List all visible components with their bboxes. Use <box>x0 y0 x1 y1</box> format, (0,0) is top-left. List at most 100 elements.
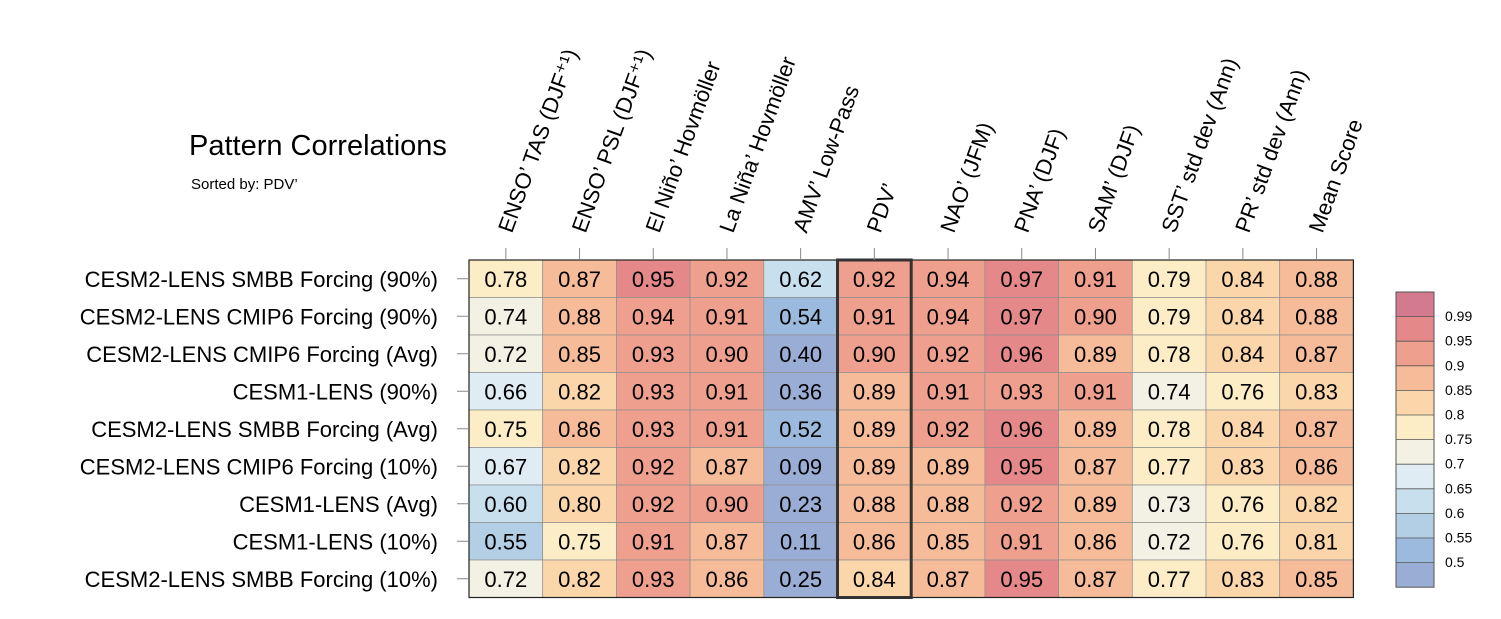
cell-value-label: 0.87 <box>706 454 749 479</box>
cell-value-label: 0.94 <box>632 304 675 329</box>
cell-value-label: 0.91 <box>1074 379 1117 404</box>
colorbar-swatch <box>1396 316 1434 342</box>
cell-value-label: 0.74 <box>1148 379 1191 404</box>
cell-value-label: 0.74 <box>484 304 527 329</box>
cell-value-label: 0.93 <box>632 379 675 404</box>
cell-value-label: 0.90 <box>1074 304 1117 329</box>
heatmap-cell <box>1131 372 1207 411</box>
colorbar-tick-label: 0.75 <box>1445 431 1472 447</box>
heatmap-cell <box>542 522 617 561</box>
heatmap-cell <box>984 522 1059 561</box>
heatmap-cell <box>984 559 1059 598</box>
cell-value-label: 0.86 <box>706 567 749 592</box>
cell-value-label: 0.94 <box>927 267 970 292</box>
cell-value-label: 0.76 <box>1221 379 1264 404</box>
cell-value-label: 0.86 <box>853 529 896 554</box>
heatmap-cell <box>837 559 912 598</box>
cell-value-label: 0.76 <box>1221 492 1264 517</box>
cell-value-label: 0.85 <box>558 342 601 367</box>
row-label: CESM2-LENS SMBB Forcing (Avg) <box>91 417 438 442</box>
colorbar-tick-label: 0.85 <box>1445 382 1472 398</box>
heatmap-cell <box>1205 259 1281 298</box>
cell-value-label: 0.82 <box>558 567 601 592</box>
heatmap-cell <box>1279 297 1354 336</box>
heatmap-cell <box>763 447 838 486</box>
cell-value-label: 0.78 <box>1148 342 1191 367</box>
cell-value-label: 0.92 <box>706 267 749 292</box>
cell-value-label: 0.79 <box>1148 267 1191 292</box>
cell-value-label: 0.54 <box>779 304 822 329</box>
heatmap-cell <box>542 447 617 486</box>
row-label: CESM2-LENS CMIP6 Forcing (90%) <box>80 304 438 329</box>
colorbar-tick-label: 0.9 <box>1445 357 1465 373</box>
cell-value-label: 0.91 <box>706 304 749 329</box>
heatmap-cell <box>1058 447 1133 486</box>
heatmap-cell <box>468 372 544 411</box>
cell-value-label: 0.91 <box>706 417 749 442</box>
cell-value-label: 0.60 <box>484 492 527 517</box>
chart-subtitle: Sorted by: PDV’ <box>191 176 298 193</box>
cell-value-label: 0.92 <box>1000 492 1043 517</box>
cell-value-label: 0.85 <box>927 529 970 554</box>
cell-value-label: 0.97 <box>1000 304 1043 329</box>
cell-value-label: 0.83 <box>1221 454 1264 479</box>
cell-value-label: 0.84 <box>1221 304 1264 329</box>
heatmap-cell <box>1279 559 1354 598</box>
cell-value-label: 0.75 <box>484 417 527 442</box>
cell-value-label: 0.81 <box>1295 529 1338 554</box>
cell-value-label: 0.93 <box>1000 379 1043 404</box>
cell-value-label: 0.80 <box>558 492 601 517</box>
cell-value-label: 0.40 <box>779 342 822 367</box>
cell-value-label: 0.87 <box>927 567 970 592</box>
heatmap-cell <box>1205 334 1281 373</box>
row-label: CESM2-LENS CMIP6 Forcing (Avg) <box>86 342 438 367</box>
cell-value-label: 0.89 <box>1074 492 1117 517</box>
cell-value-label: 0.88 <box>1295 267 1338 292</box>
heatmap-cell <box>763 559 838 598</box>
heatmap-cell <box>910 259 986 298</box>
column-label: Mean Score <box>1304 116 1368 236</box>
cell-value-label: 0.62 <box>779 267 822 292</box>
cell-value-label: 0.23 <box>779 492 822 517</box>
heatmap-cell <box>1205 409 1281 448</box>
cell-value-label: 0.77 <box>1148 567 1191 592</box>
heatmap-cell <box>1131 522 1207 561</box>
column-label: NAO’ (JFM) <box>935 119 998 236</box>
cell-value-label: 0.11 <box>780 529 821 554</box>
cell-value-label: 0.89 <box>927 454 970 479</box>
row-label: CESM2-LENS SMBB Forcing (90%) <box>85 267 438 292</box>
cell-value-label: 0.75 <box>558 529 601 554</box>
column-label: AMV’ Low-Pass <box>788 82 864 236</box>
row-label: CESM2-LENS SMBB Forcing (10%) <box>85 567 438 592</box>
cell-value-label: 0.78 <box>1148 417 1191 442</box>
heatmap-cell <box>542 334 617 373</box>
heatmap-cell <box>984 484 1059 523</box>
column-label: PDV’ <box>862 180 903 236</box>
heatmap-cell <box>468 559 544 598</box>
heatmap-cell <box>1205 372 1281 411</box>
cell-value-label: 0.92 <box>927 417 970 442</box>
cell-value-label: 0.72 <box>1148 529 1191 554</box>
cell-value-label: 0.77 <box>1148 454 1191 479</box>
cell-value-label: 0.93 <box>632 417 675 442</box>
row-label: CESM1-LENS (Avg) <box>239 492 438 517</box>
cell-value-label: 0.92 <box>853 267 896 292</box>
cell-value-label: 0.87 <box>1074 567 1117 592</box>
cell-value-label: 0.94 <box>927 304 970 329</box>
cell-value-label: 0.93 <box>632 567 675 592</box>
colorbar-swatch <box>1396 439 1434 465</box>
cell-value-label: 0.76 <box>1221 529 1264 554</box>
cell-value-label: 0.86 <box>1295 454 1338 479</box>
colorbar-tick-label: 0.95 <box>1445 333 1472 349</box>
heatmap-cell <box>1205 522 1281 561</box>
heatmap-cell <box>1279 447 1354 486</box>
colorbar-swatch <box>1396 464 1434 489</box>
cell-value-label: 0.73 <box>1148 492 1191 517</box>
cell-value-label: 0.95 <box>1000 567 1043 592</box>
cell-value-label: 0.83 <box>1221 567 1264 592</box>
cell-value-label: 0.84 <box>1221 267 1264 292</box>
cell-value-label: 0.88 <box>853 492 896 517</box>
heatmap-cell <box>689 484 765 523</box>
cell-value-label: 0.96 <box>1000 417 1043 442</box>
cell-value-label: 0.89 <box>853 417 896 442</box>
